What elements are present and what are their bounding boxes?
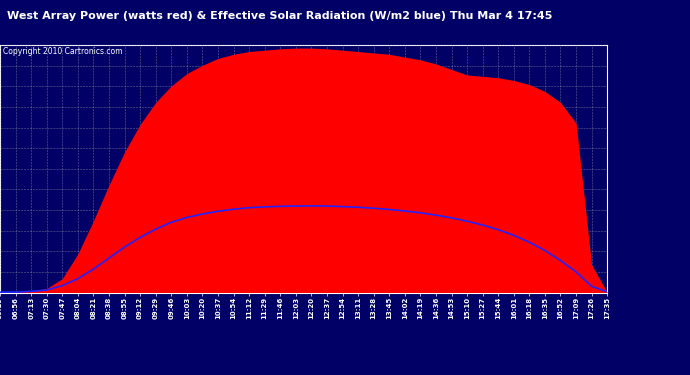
- Text: Copyright 2010 Cartronics.com: Copyright 2010 Cartronics.com: [3, 48, 123, 57]
- Text: West Array Power (watts red) & Effective Solar Radiation (W/m2 blue) Thu Mar 4 1: West Array Power (watts red) & Effective…: [7, 11, 552, 21]
